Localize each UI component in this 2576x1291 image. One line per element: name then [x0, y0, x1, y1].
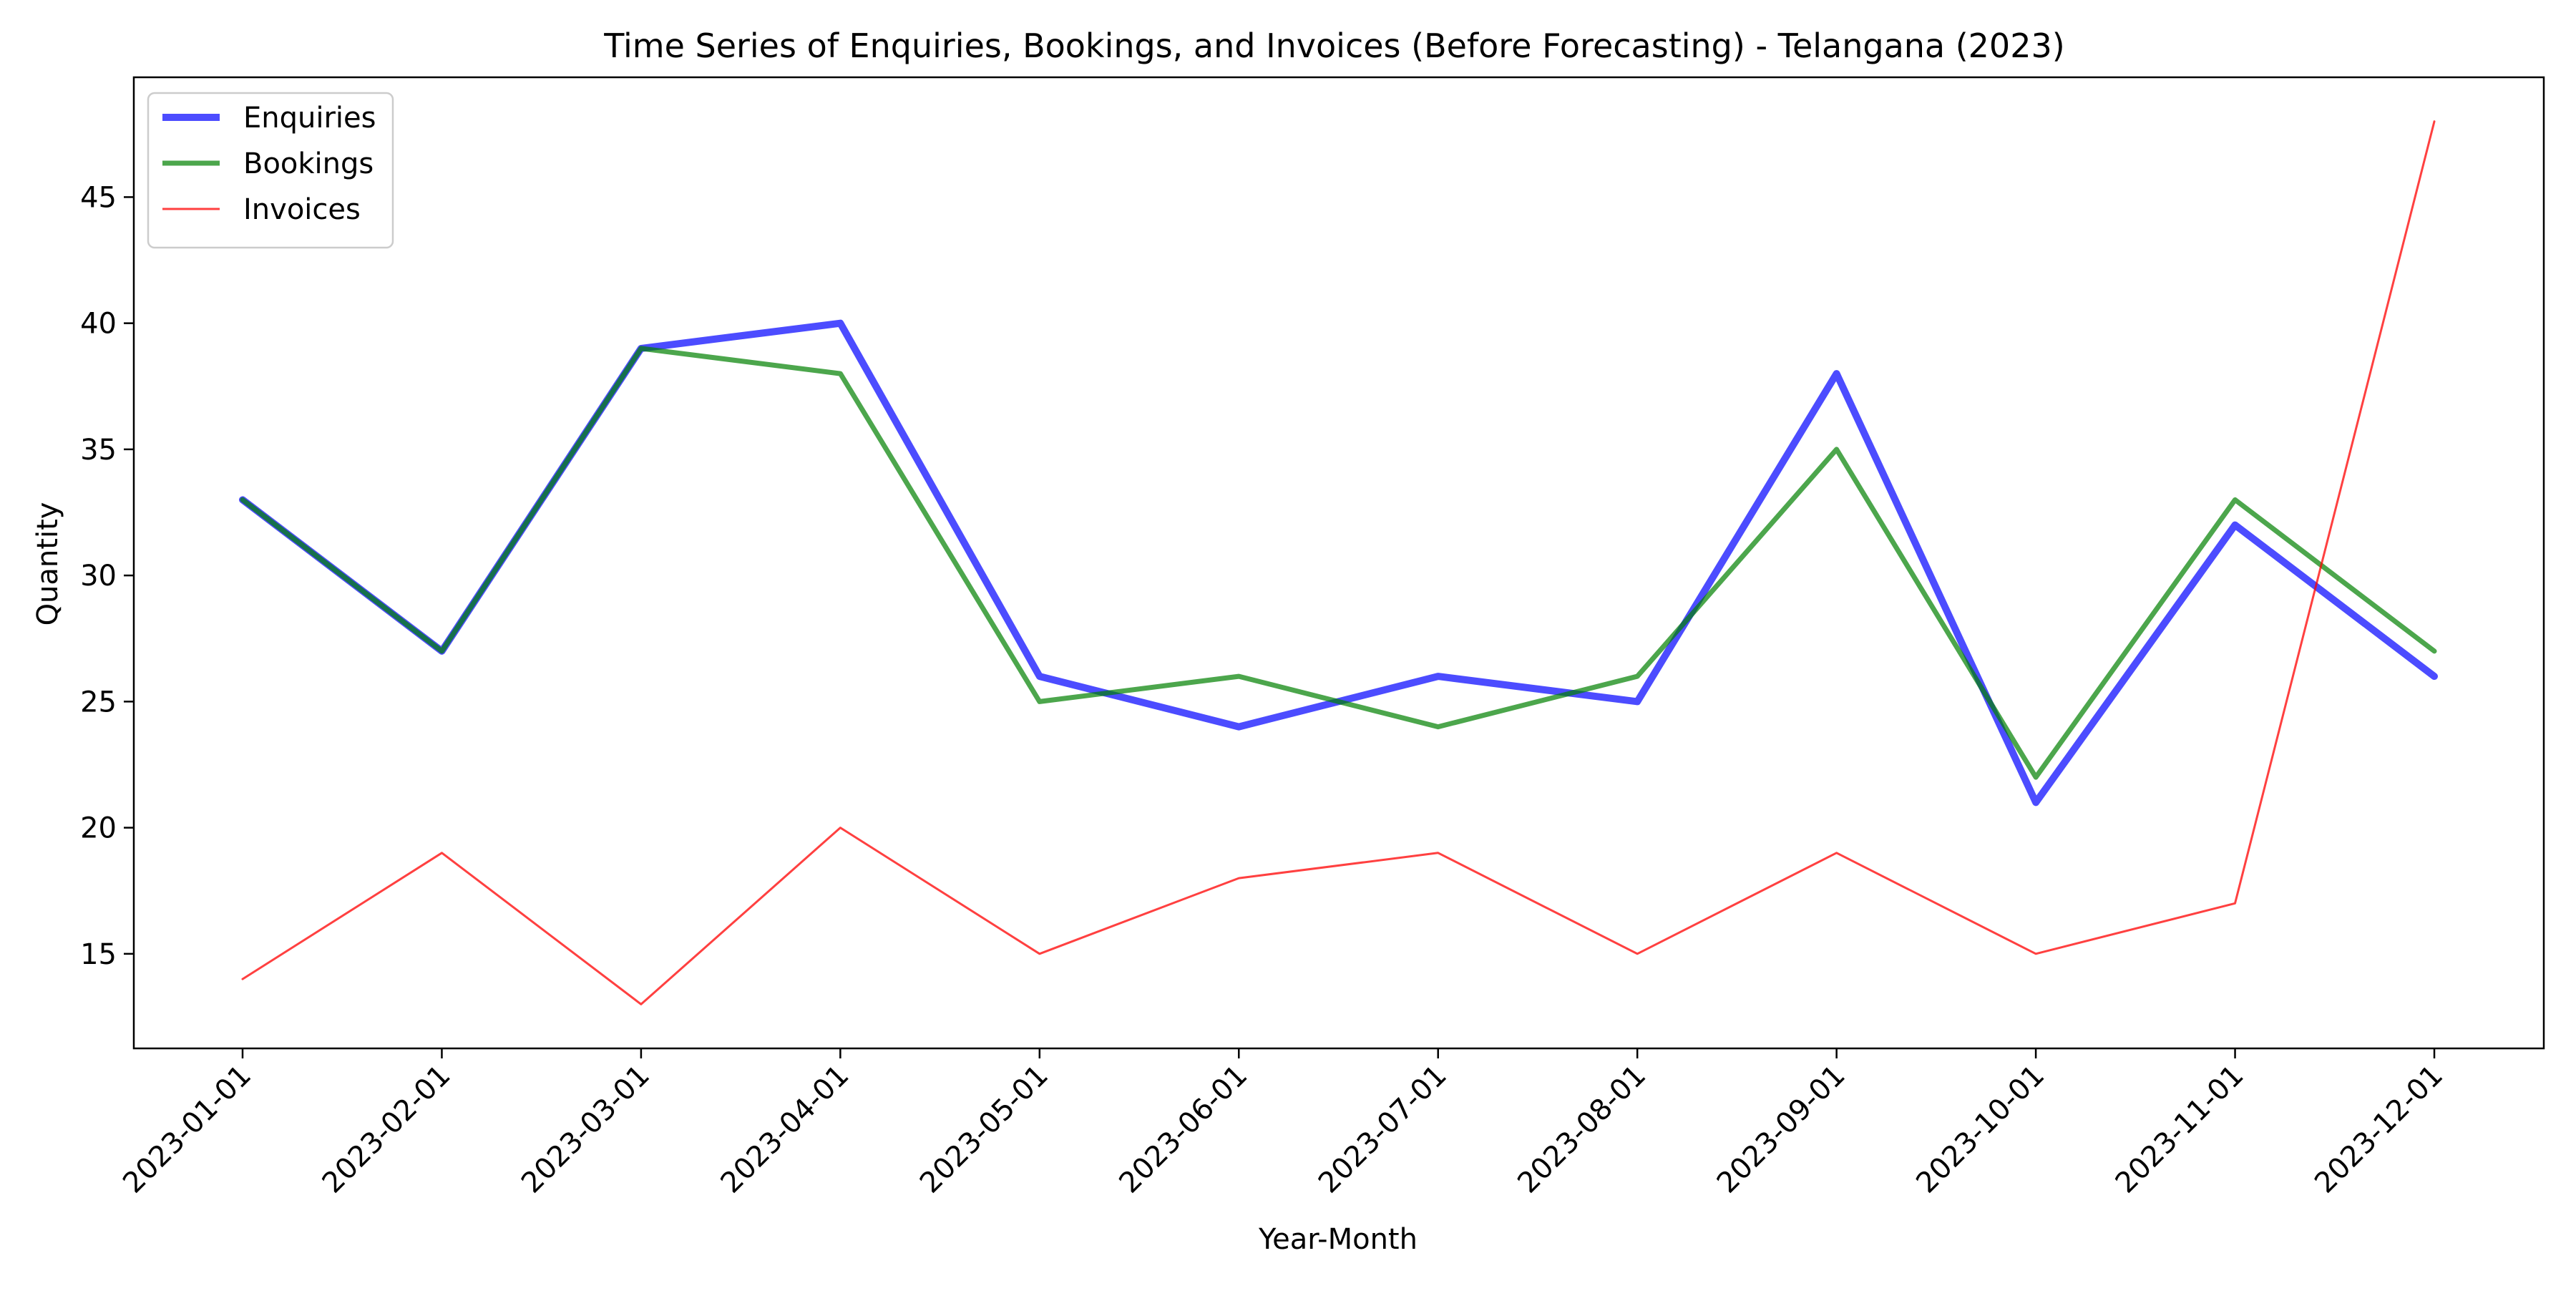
x-tick-label: 2023-04-01 — [715, 1059, 856, 1200]
y-tick-label: 30 — [80, 560, 117, 593]
plot-area — [132, 76, 2545, 1050]
x-tick-label: 2023-02-01 — [316, 1059, 457, 1200]
chart-title: Time Series of Enquiries, Bookings, and … — [603, 26, 2064, 65]
series-line-invoices — [241, 120, 2436, 1005]
y-tick-label: 25 — [80, 686, 117, 718]
x-tick-label: 2023-03-01 — [515, 1059, 656, 1200]
legend-label-bookings: Bookings — [243, 147, 374, 180]
series-line-enquiries — [239, 319, 2438, 807]
y-tick-label: 20 — [80, 812, 117, 845]
series-lines — [239, 120, 2438, 1005]
x-tick-label: 2023-05-01 — [914, 1059, 1055, 1200]
y-axis: 15 20 25 30 35 40 45 — [80, 181, 134, 971]
y-tick-label: 40 — [80, 308, 117, 341]
y-axis-label: Quantity — [31, 502, 64, 626]
x-tick-label: 2023-11-01 — [2109, 1059, 2250, 1200]
x-tick-label: 2023-09-01 — [1711, 1059, 1852, 1200]
x-axis: 2023-01-01 2023-02-01 2023-03-01 2023-04-01… — [117, 1048, 2449, 1199]
x-tick-label: 2023-06-01 — [1113, 1059, 1254, 1200]
x-tick-label: 2023-07-01 — [1312, 1059, 1453, 1200]
legend: Enquiries Bookings Invoices — [147, 92, 394, 249]
series-line-bookings — [240, 346, 2437, 780]
x-tick-label: 2023-01-01 — [117, 1059, 258, 1200]
x-axis-label: Year-Month — [1258, 1223, 1418, 1256]
y-tick-label: 35 — [80, 434, 117, 467]
y-tick-label: 15 — [80, 938, 117, 971]
legend-label-enquiries: Enquiries — [243, 102, 376, 135]
y-tick-label: 45 — [80, 181, 117, 214]
x-tick-label: 2023-10-01 — [1910, 1059, 2051, 1200]
plot-frame — [132, 76, 2545, 1050]
x-tick-label: 2023-08-01 — [1511, 1059, 1652, 1200]
legend-label-invoices: Invoices — [243, 193, 361, 226]
x-tick-label: 2023-12-01 — [2308, 1059, 2449, 1200]
